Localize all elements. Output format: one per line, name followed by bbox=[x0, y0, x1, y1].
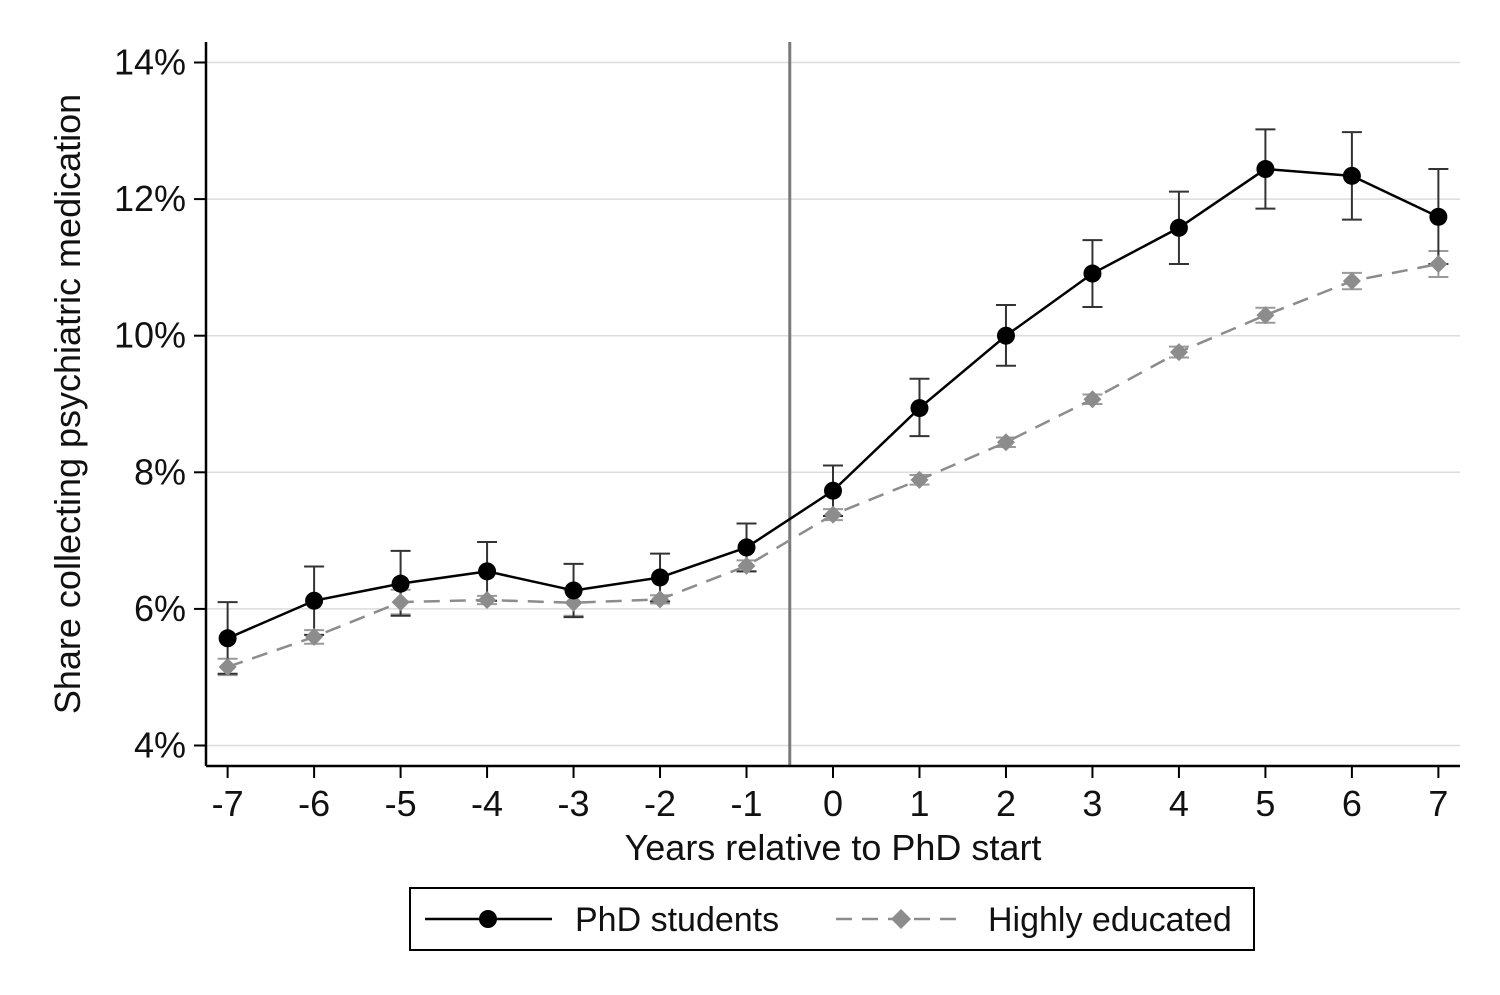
legend-label: PhD students bbox=[575, 901, 779, 939]
data-point-phd-students bbox=[1083, 264, 1102, 283]
x-tick-label: -6 bbox=[298, 783, 330, 824]
x-tick-label: 2 bbox=[996, 783, 1016, 824]
y-tick-label: 10% bbox=[114, 315, 186, 356]
y-tick-label: 14% bbox=[114, 41, 186, 82]
data-point-highly-educated bbox=[996, 433, 1015, 452]
axes-frame bbox=[204, 42, 1460, 768]
x-tick-label: -1 bbox=[731, 783, 763, 824]
x-tick-label: -5 bbox=[385, 783, 417, 824]
series-lines bbox=[227, 167, 1439, 669]
data-point-highly-educated bbox=[1169, 343, 1188, 362]
y-axis-ticks: 4% 6% 8% 10% 12% 14% bbox=[114, 41, 206, 766]
data-point-highly-educated bbox=[910, 470, 929, 489]
x-tick-label: 4 bbox=[1169, 783, 1189, 824]
data-point-phd-students bbox=[1342, 166, 1361, 185]
x-axis-title: Years relative to PhD start bbox=[625, 827, 1042, 868]
legend-item-highly-educated: Highly educated bbox=[836, 901, 1232, 939]
data-point-highly-educated bbox=[1256, 306, 1275, 325]
x-tick-label: 7 bbox=[1428, 783, 1448, 824]
series-line-phd-students bbox=[227, 167, 1439, 640]
data-point-phd-students bbox=[1169, 218, 1188, 237]
data-point-phd-students bbox=[1429, 207, 1448, 226]
data-point-phd-students bbox=[305, 591, 324, 610]
y-tick-label: 12% bbox=[114, 178, 186, 219]
data-point-highly-educated bbox=[1429, 254, 1448, 273]
y-tick-label: 8% bbox=[134, 451, 186, 492]
x-tick-label: -2 bbox=[644, 783, 676, 824]
data-point-phd-students bbox=[1256, 160, 1275, 179]
data-point-highly-educated bbox=[737, 556, 756, 575]
y-tick-label: 4% bbox=[134, 725, 186, 766]
data-point-phd-students bbox=[218, 629, 237, 648]
data-point-phd-students bbox=[737, 538, 756, 557]
legend-label: Highly educated bbox=[988, 901, 1232, 939]
x-axis-ticks: -7 -6 -5 -4 -3 -2 -1 0 1 2 3 4 5 6 7 bbox=[212, 766, 1448, 824]
data-point-highly-educated bbox=[478, 591, 497, 610]
legend-swatch-marker bbox=[479, 910, 497, 928]
data-points bbox=[218, 160, 1448, 676]
legend-swatch-marker bbox=[891, 909, 911, 929]
data-point-phd-students bbox=[651, 568, 670, 587]
data-point-phd-students bbox=[996, 326, 1015, 345]
data-point-highly-educated bbox=[824, 505, 842, 524]
data-point-phd-students bbox=[824, 481, 842, 500]
data-point-phd-students bbox=[478, 562, 497, 581]
data-point-phd-students bbox=[564, 581, 583, 600]
data-point-highly-educated bbox=[391, 593, 410, 612]
data-point-phd-students bbox=[910, 399, 929, 418]
data-point-highly-educated bbox=[564, 593, 583, 612]
x-tick-label: -4 bbox=[471, 783, 503, 824]
data-point-highly-educated bbox=[305, 627, 324, 646]
y-tick-label: 6% bbox=[134, 588, 186, 629]
legend-item-phd-students: PhD students bbox=[425, 901, 779, 939]
x-tick-label: 0 bbox=[823, 783, 843, 824]
y-axis-title: Share collecting psychiatric medication bbox=[47, 94, 88, 714]
data-point-phd-students bbox=[391, 574, 410, 593]
x-tick-label: 5 bbox=[1255, 783, 1275, 824]
x-tick-label: -3 bbox=[558, 783, 590, 824]
data-point-highly-educated bbox=[218, 657, 237, 676]
x-tick-label: 3 bbox=[1082, 783, 1102, 824]
legend: PhD students Highly educated bbox=[409, 887, 1255, 951]
x-tick-label: 1 bbox=[909, 783, 929, 824]
data-point-highly-educated bbox=[1342, 272, 1361, 291]
error-bars bbox=[217, 128, 1449, 677]
data-point-highly-educated bbox=[651, 590, 670, 609]
data-point-highly-educated bbox=[1083, 390, 1102, 409]
x-tick-label: -7 bbox=[212, 783, 244, 824]
x-tick-label: 6 bbox=[1342, 783, 1362, 824]
